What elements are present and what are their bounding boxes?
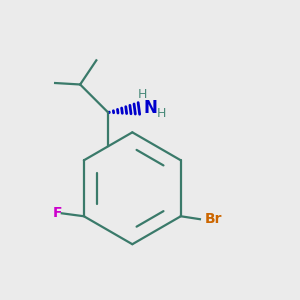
Text: H: H bbox=[156, 107, 166, 120]
Text: Br: Br bbox=[205, 212, 223, 226]
Text: N: N bbox=[143, 99, 157, 117]
Text: F: F bbox=[52, 206, 62, 220]
Text: H: H bbox=[138, 88, 147, 101]
